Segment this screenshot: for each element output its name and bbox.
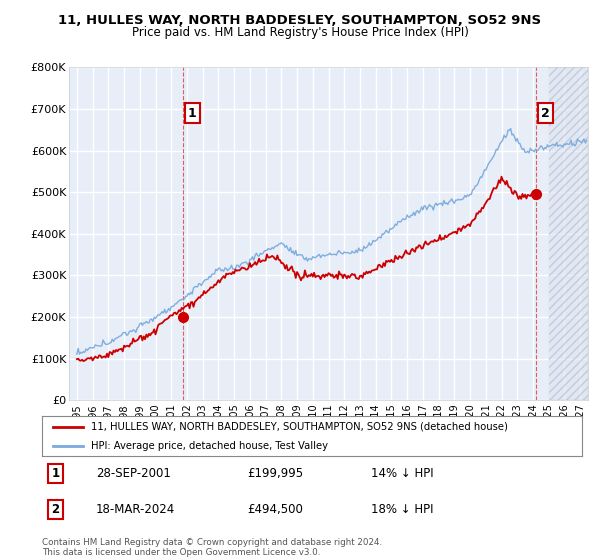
- Text: 11, HULLES WAY, NORTH BADDESLEY, SOUTHAMPTON, SO52 9NS: 11, HULLES WAY, NORTH BADDESLEY, SOUTHAM…: [58, 14, 542, 27]
- Text: Price paid vs. HM Land Registry's House Price Index (HPI): Price paid vs. HM Land Registry's House …: [131, 26, 469, 39]
- Text: 28-SEP-2001: 28-SEP-2001: [96, 467, 171, 480]
- Bar: [548, 67, 588, 400]
- Text: £199,995: £199,995: [247, 467, 304, 480]
- Text: 18-MAR-2024: 18-MAR-2024: [96, 503, 175, 516]
- Text: 2: 2: [52, 503, 59, 516]
- Text: 18% ↓ HPI: 18% ↓ HPI: [371, 503, 434, 516]
- Text: 1: 1: [188, 106, 196, 119]
- Text: 1: 1: [52, 467, 59, 480]
- Text: Contains HM Land Registry data © Crown copyright and database right 2024.
This d: Contains HM Land Registry data © Crown c…: [42, 538, 382, 557]
- Text: 11, HULLES WAY, NORTH BADDESLEY, SOUTHAMPTON, SO52 9NS (detached house): 11, HULLES WAY, NORTH BADDESLEY, SOUTHAM…: [91, 422, 508, 432]
- Text: 2: 2: [541, 106, 550, 119]
- Text: 14% ↓ HPI: 14% ↓ HPI: [371, 467, 434, 480]
- Text: £494,500: £494,500: [247, 503, 303, 516]
- Text: HPI: Average price, detached house, Test Valley: HPI: Average price, detached house, Test…: [91, 441, 328, 451]
